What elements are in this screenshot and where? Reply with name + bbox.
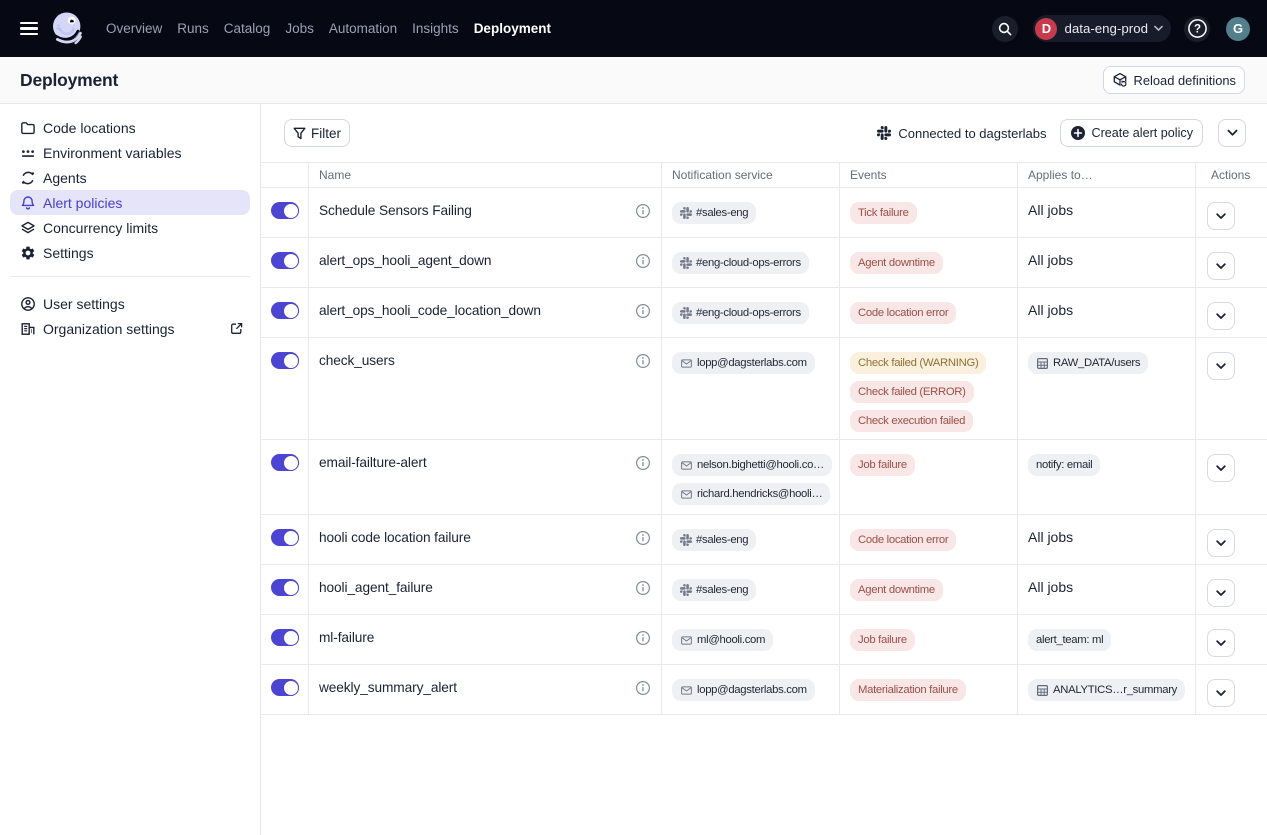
svg-text:?: ? <box>1193 24 1200 36</box>
